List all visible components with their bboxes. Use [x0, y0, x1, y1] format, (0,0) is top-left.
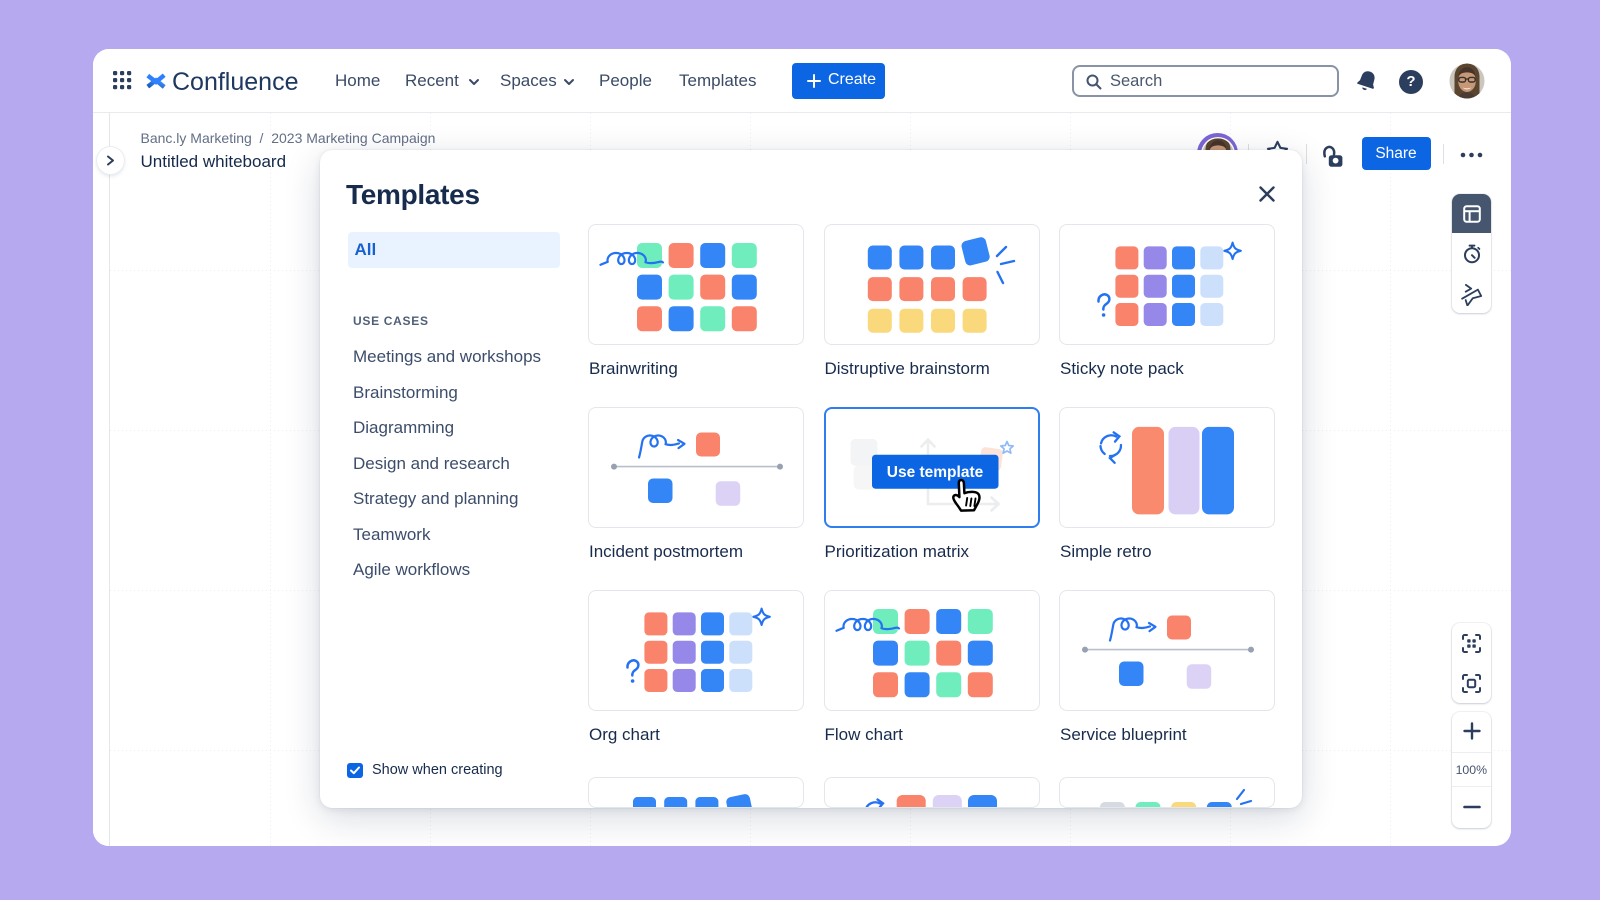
svg-text:Use template: Use template — [886, 464, 983, 481]
